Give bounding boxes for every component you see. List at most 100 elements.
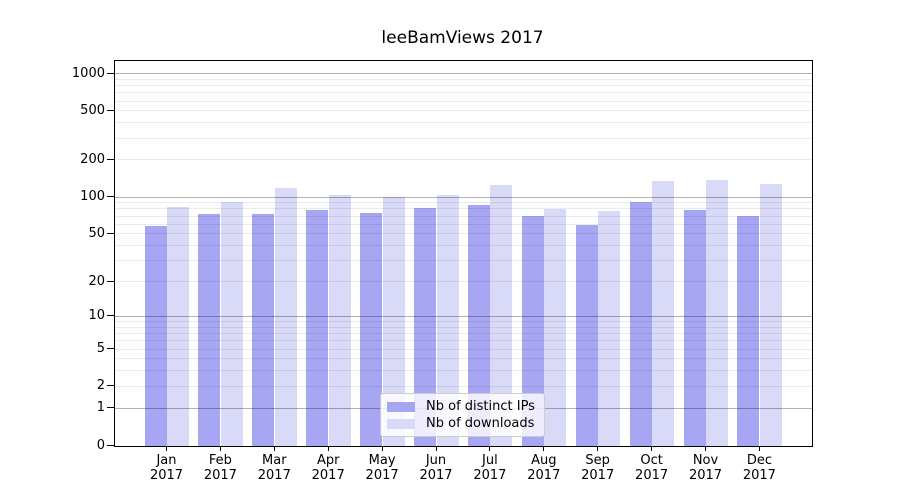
x-tick	[381, 446, 383, 451]
x-tick	[651, 446, 653, 451]
x-tick	[166, 446, 167, 451]
gridline-minor	[115, 159, 812, 161]
bar-distinct-ips-nov	[683, 210, 706, 446]
gridline-minor	[115, 223, 812, 225]
gridline-minor	[115, 85, 812, 86]
gridline-minor	[115, 321, 812, 322]
bar-distinct-ips-mar	[252, 214, 275, 446]
x-tick-label: May 2017	[365, 453, 399, 483]
x-tick	[435, 446, 437, 451]
y-tick-label: 50	[88, 225, 105, 241]
x-tick-label: Aug 2017	[527, 453, 561, 483]
x-tick-label: Jun 2017	[419, 453, 453, 483]
gridline-minor	[115, 281, 812, 283]
x-tick-label: Nov 2017	[688, 453, 723, 483]
gridline-minor	[115, 122, 812, 124]
gridline-major	[115, 196, 812, 198]
y-tick	[107, 444, 114, 446]
gridline-minor	[115, 333, 812, 334]
bar-distinct-ips-dec	[737, 215, 760, 446]
gridline-minor	[115, 340, 812, 342]
y-tick-label: 20	[88, 273, 105, 289]
bar-distinct-ips-oct	[629, 201, 652, 446]
gridline-minor	[115, 348, 812, 350]
y-tick	[107, 385, 114, 387]
gridline-minor	[115, 78, 812, 80]
y-tick	[107, 348, 114, 349]
bar-downloads-feb	[220, 201, 243, 446]
y-tick-label: 5	[96, 341, 105, 356]
x-tick	[489, 446, 491, 451]
bar-distinct-ips-jan	[144, 226, 167, 446]
bar-distinct-ips-jun	[414, 208, 436, 446]
y-tick-label: 1	[96, 400, 105, 416]
y-tick-label: 500	[80, 102, 105, 118]
gridline-minor	[115, 215, 812, 217]
x-tick	[219, 446, 221, 451]
x-tick	[543, 446, 545, 451]
bar-downloads-oct	[652, 181, 675, 446]
bar-downloads-apr	[328, 195, 351, 446]
y-tick-label: 2	[96, 378, 105, 394]
gridline-minor	[115, 208, 812, 210]
legend-label-downloads: Nb of downloads	[426, 416, 535, 431]
gridline-minor	[115, 385, 812, 387]
bar-downloads-jul	[490, 185, 513, 446]
gridline-minor	[115, 202, 812, 204]
legend-swatch-distinct-ips	[387, 401, 415, 412]
gridline-major	[115, 73, 812, 74]
x-tick-label: Mar 2017	[257, 453, 291, 483]
y-tick	[107, 158, 114, 160]
bar-downloads-mar	[274, 187, 297, 446]
x-tick	[597, 446, 599, 451]
y-tick	[107, 196, 114, 197]
y-tick-label: 1000	[71, 65, 105, 81]
x-tick-label: Apr 2017	[311, 453, 345, 483]
y-tick	[107, 72, 114, 74]
x-tick-label: Jan 2017	[149, 453, 184, 483]
gridline-minor	[115, 245, 812, 246]
legend-swatch-downloads	[387, 418, 415, 429]
y-tick	[107, 407, 114, 409]
bar-downloads-dec	[759, 183, 782, 446]
gridline-minor	[115, 137, 812, 139]
gridline-minor	[115, 110, 812, 112]
legend: Nb of distinct IPs Nb of downloads	[380, 393, 545, 437]
y-tick-label: 10	[88, 308, 105, 324]
gridline-minor	[115, 233, 812, 235]
y-tick	[107, 109, 114, 111]
x-tick	[705, 446, 706, 451]
bar-distinct-ips-sep	[575, 224, 598, 446]
gridline-minor	[115, 326, 812, 328]
gridline-minor	[115, 260, 812, 262]
bar-distinct-ips-aug	[521, 215, 544, 446]
x-tick	[327, 446, 329, 451]
legend-label-distinct-ips: Nb of distinct IPs	[426, 399, 535, 414]
gridline-minor	[115, 370, 812, 372]
legend-item-downloads: Nb of downloads	[387, 415, 538, 432]
x-tick-label: Sep 2017	[581, 453, 615, 483]
bar-distinct-ips-feb	[198, 213, 221, 446]
y-tick-label: 0	[96, 437, 105, 453]
bar-distinct-ips-may	[360, 212, 383, 446]
bar-distinct-ips-apr	[306, 210, 329, 446]
bar-distinct-ips-jul	[467, 204, 490, 446]
x-tick-label: Jul 2017	[473, 453, 507, 483]
plot-area: Nb of distinct IPs Nb of downloads	[114, 60, 813, 447]
y-tick-label: 200	[80, 151, 105, 167]
bar-downloads-jan	[167, 206, 189, 446]
bar-downloads-sep	[598, 210, 621, 446]
legend-item-distinct-ips: Nb of distinct IPs	[387, 398, 538, 415]
x-tick-label: Dec 2017	[742, 453, 776, 483]
y-tick	[107, 232, 114, 234]
y-tick	[107, 280, 114, 282]
chart-title: leeBamViews 2017	[381, 28, 544, 48]
x-tick-label: Feb 2017	[203, 453, 237, 483]
bar-downloads-nov	[706, 179, 728, 446]
bar-downloads-jun	[436, 195, 459, 446]
x-tick	[273, 446, 275, 451]
gridline-minor	[115, 92, 812, 94]
gridline-minor	[115, 358, 812, 360]
y-tick	[107, 315, 114, 317]
bar-downloads-may	[382, 197, 405, 446]
